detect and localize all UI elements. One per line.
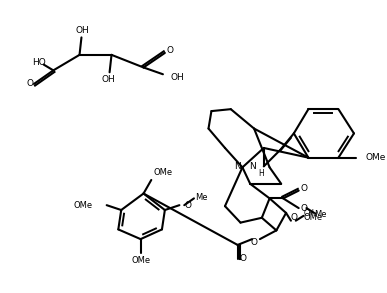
Text: OH: OH [75, 26, 89, 35]
Text: O: O [27, 79, 34, 88]
Text: O: O [300, 204, 307, 213]
Text: O: O [300, 184, 307, 193]
Text: OMe: OMe [131, 256, 150, 265]
Text: OMe: OMe [153, 168, 172, 177]
Text: CH₃: CH₃ [303, 209, 317, 218]
Text: N: N [249, 162, 256, 171]
Text: O: O [250, 238, 258, 246]
Text: OMe: OMe [73, 201, 92, 210]
Text: HO: HO [32, 58, 46, 67]
Text: O: O [166, 45, 173, 54]
Text: H: H [258, 169, 264, 178]
Text: Me: Me [195, 193, 208, 202]
Text: Me: Me [314, 210, 326, 219]
Text: O: O [290, 213, 297, 222]
Text: OMe: OMe [366, 153, 386, 162]
Text: OH: OH [171, 73, 185, 82]
Text: O: O [240, 254, 247, 263]
Text: OH: OH [102, 75, 115, 84]
Text: OMe: OMe [303, 213, 323, 222]
Text: N: N [234, 162, 241, 171]
Text: O: O [185, 201, 192, 210]
